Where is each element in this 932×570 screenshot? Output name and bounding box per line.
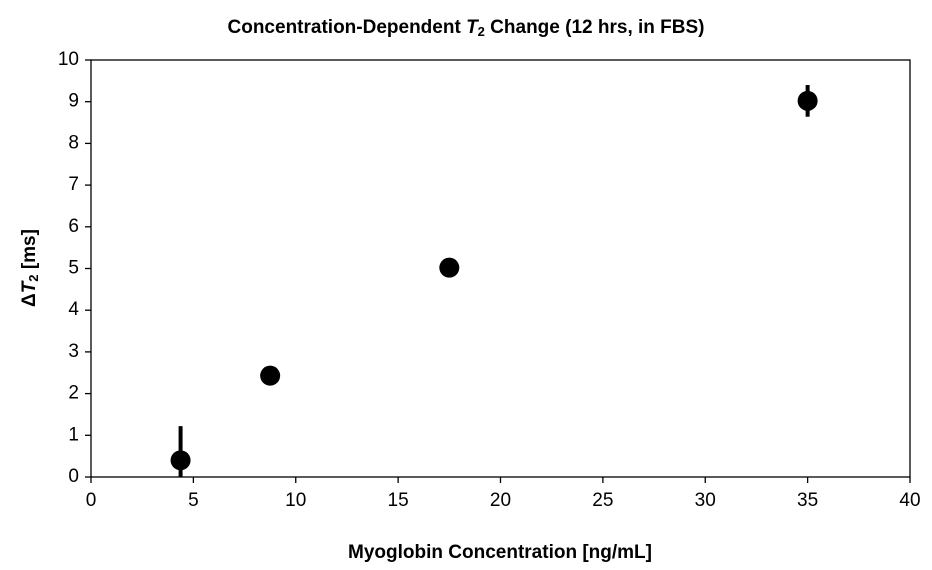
x-tick-label: 20: [490, 490, 511, 511]
x-tick-label: 25: [592, 490, 613, 511]
y-axis-label: ΔT2 [ms]: [19, 229, 41, 307]
data-point: [260, 365, 281, 386]
title-part: Concentration-Dependent: [228, 17, 467, 38]
y-tick-label: 5: [68, 258, 79, 279]
y-label-part: [ms]: [19, 229, 40, 274]
x-tick-label: 5: [188, 490, 199, 511]
x-tick-label: 30: [695, 490, 716, 511]
x-tick-label: 10: [285, 490, 306, 511]
y-label-part: 2: [26, 274, 41, 281]
chart-title: Concentration-Dependent T2 Change (12 hr…: [228, 17, 705, 39]
y-tick-label: 10: [58, 49, 79, 70]
y-tick-label: 0: [68, 466, 79, 487]
y-tick-label: 1: [68, 424, 79, 445]
x-tick-label: 40: [899, 490, 920, 511]
x-axis-label: Myoglobin Concentration [ng/mL]: [348, 542, 652, 563]
data-point: [439, 257, 460, 278]
y-tick-label: 2: [68, 383, 79, 404]
x-tick-label: 0: [86, 490, 97, 511]
title-part: Change (12 hrs, in FBS): [485, 17, 705, 38]
data-point: [170, 450, 191, 471]
plot-frame: [90, 59, 911, 478]
y-label-part: Δ: [19, 293, 40, 307]
y-label-part: T: [19, 280, 40, 293]
title-part: 2: [478, 24, 485, 39]
plot-area: [170, 85, 818, 477]
y-tick-label: 3: [68, 341, 79, 362]
title-part: T: [466, 17, 479, 38]
y-tick-label: 4: [68, 299, 79, 320]
data-point: [797, 90, 818, 111]
y-tick-label: 7: [68, 174, 79, 195]
x-tick-label: 35: [797, 490, 818, 511]
y-tick-label: 8: [68, 132, 79, 153]
y-tick-label: 6: [68, 216, 79, 237]
y-tick-label: 9: [68, 91, 79, 112]
x-tick-label: 15: [388, 490, 409, 511]
